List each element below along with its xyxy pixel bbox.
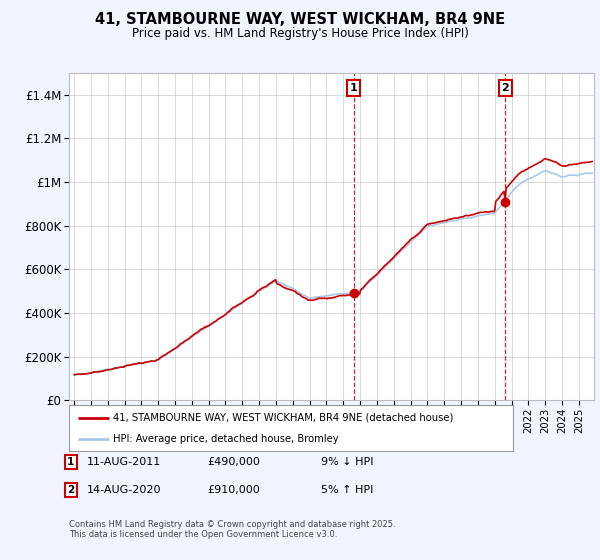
Text: £490,000: £490,000 <box>207 457 260 467</box>
Text: Contains HM Land Registry data © Crown copyright and database right 2025.
This d: Contains HM Land Registry data © Crown c… <box>69 520 395 539</box>
Text: Price paid vs. HM Land Registry's House Price Index (HPI): Price paid vs. HM Land Registry's House … <box>131 27 469 40</box>
Text: 2: 2 <box>502 83 509 93</box>
Text: 2: 2 <box>67 485 74 495</box>
Text: 14-AUG-2020: 14-AUG-2020 <box>87 485 161 495</box>
Text: HPI: Average price, detached house, Bromley: HPI: Average price, detached house, Brom… <box>113 435 339 444</box>
Text: 1: 1 <box>350 83 358 93</box>
Text: 1: 1 <box>67 457 74 467</box>
Text: 41, STAMBOURNE WAY, WEST WICKHAM, BR4 9NE: 41, STAMBOURNE WAY, WEST WICKHAM, BR4 9N… <box>95 12 505 27</box>
Text: 41, STAMBOURNE WAY, WEST WICKHAM, BR4 9NE (detached house): 41, STAMBOURNE WAY, WEST WICKHAM, BR4 9N… <box>113 413 454 423</box>
Text: 11-AUG-2011: 11-AUG-2011 <box>87 457 161 467</box>
Text: £910,000: £910,000 <box>207 485 260 495</box>
Text: 5% ↑ HPI: 5% ↑ HPI <box>321 485 373 495</box>
Text: 9% ↓ HPI: 9% ↓ HPI <box>321 457 373 467</box>
